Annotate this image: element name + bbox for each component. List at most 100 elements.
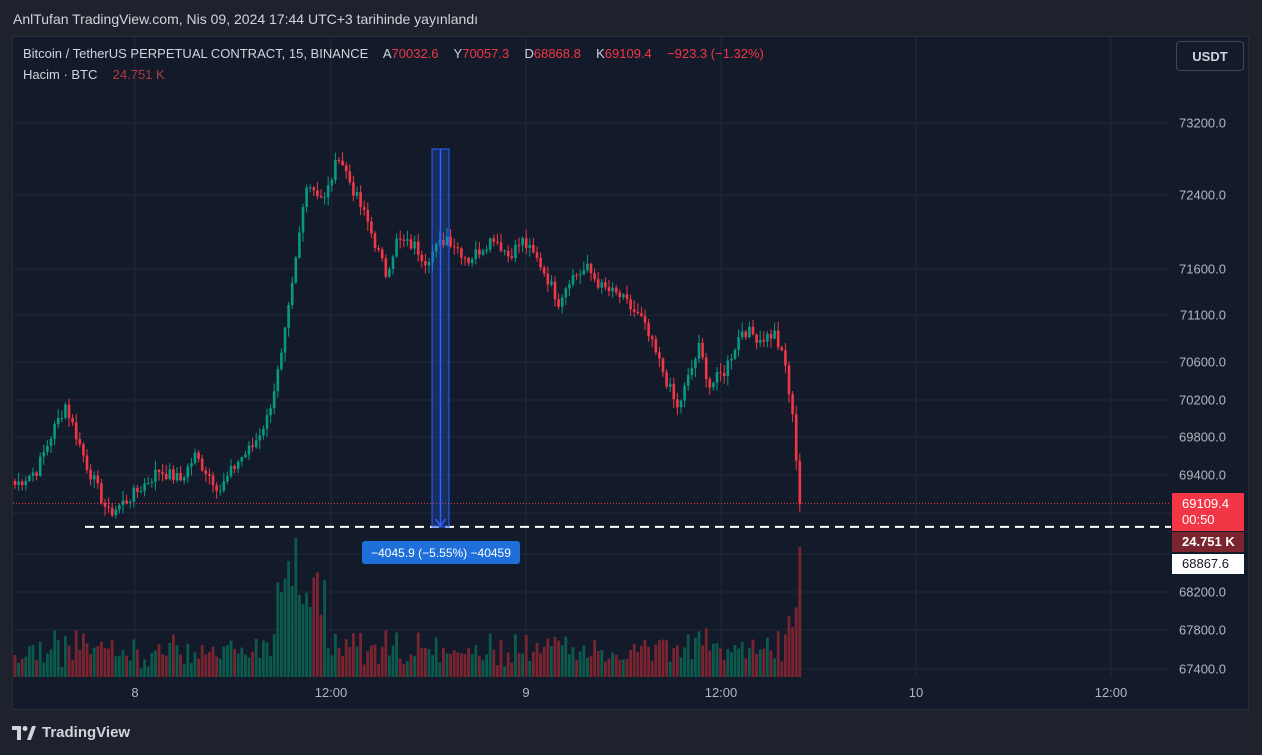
- candle-body: [377, 247, 380, 250]
- candle-body: [78, 439, 82, 445]
- volume-bar: [798, 547, 802, 677]
- volume-bar: [247, 657, 251, 677]
- volume-bar: [355, 646, 359, 677]
- time-tick-label: 12:00: [1094, 685, 1128, 700]
- chart-area[interactable]: Bitcoin / TetherUS PERPETUAL CONTRACT, 1…: [12, 36, 1249, 710]
- volume-bar: [424, 647, 427, 677]
- volume-bar: [488, 633, 492, 677]
- candle-body: [553, 281, 557, 300]
- volume-label[interactable]: Hacim · BTC: [23, 67, 98, 82]
- volume-bar: [787, 616, 791, 677]
- volume-bar: [254, 638, 258, 677]
- candle-body: [668, 384, 672, 387]
- volume-bar: [359, 633, 362, 677]
- candle-body: [636, 311, 640, 314]
- volume-bar: [712, 643, 715, 677]
- candle-body: [557, 299, 560, 307]
- candle-body: [658, 352, 661, 359]
- candle-body: [535, 252, 539, 258]
- candle-body: [107, 506, 110, 508]
- volume-bar: [492, 649, 496, 677]
- volume-bar: [420, 648, 424, 677]
- volume-bar: [211, 646, 215, 677]
- volume-bar: [100, 641, 103, 677]
- candle-body: [38, 456, 42, 476]
- candle-body: [773, 330, 776, 339]
- symbol-name[interactable]: Bitcoin / TetherUS PERPETUAL CONTRACT, 1…: [23, 46, 369, 61]
- volume-bar: [28, 646, 31, 677]
- candle-body: [222, 481, 226, 491]
- currency-button[interactable]: USDT: [1176, 41, 1244, 71]
- volume-bar: [294, 537, 298, 677]
- volume-bar: [442, 647, 445, 677]
- measure-label[interactable]: −4045.9 (−5.55%) −40459: [362, 541, 520, 564]
- volume-bar: [391, 645, 395, 677]
- header-bar: AnlTufan TradingView.com, Nis 09, 2024 1…: [0, 0, 1262, 36]
- candle-body: [236, 461, 240, 469]
- volume-bar: [784, 634, 787, 677]
- price-tick-label: 69400.0: [1179, 467, 1226, 483]
- candle-body: [312, 187, 316, 191]
- volume-bar: [233, 648, 236, 677]
- volume-bar: [629, 650, 632, 677]
- candle-body: [136, 487, 139, 492]
- time-tick-label: 9: [522, 685, 530, 700]
- volume-bar: [758, 649, 762, 677]
- volume-bar: [308, 607, 312, 677]
- volume-bar: [604, 661, 607, 677]
- candle-body: [586, 263, 589, 271]
- volume-bar: [53, 630, 56, 677]
- volume-bar: [280, 592, 283, 677]
- candle-body: [56, 418, 60, 425]
- volume-bar: [344, 639, 348, 677]
- candle-body: [139, 491, 143, 493]
- candle-body: [654, 339, 658, 353]
- volume-bar: [593, 640, 596, 677]
- volume-bar: [438, 662, 442, 677]
- candle-body: [352, 182, 355, 196]
- volume-bar: [672, 648, 676, 677]
- volume-bar: [460, 653, 463, 677]
- volume-bar: [773, 658, 776, 677]
- volume-bar: [298, 594, 301, 677]
- tradingview-logo[interactable]: TradingView: [12, 724, 130, 741]
- candle-body: [733, 349, 737, 359]
- candle-body: [517, 244, 521, 246]
- volume-bar: [697, 631, 701, 677]
- volume-bar: [643, 639, 647, 677]
- volume-bar: [74, 629, 78, 677]
- volume-bar: [546, 638, 550, 677]
- candle-body: [31, 472, 35, 476]
- candle-body: [402, 239, 406, 242]
- volume-bar: [575, 659, 578, 677]
- volume-bar: [704, 628, 708, 677]
- volume-bar: [618, 659, 622, 677]
- volume-bar: [733, 644, 737, 677]
- candle-body: [762, 339, 766, 342]
- candle-body: [211, 475, 215, 486]
- candle-body: [233, 466, 236, 469]
- candle-body: [96, 475, 100, 484]
- candle-body: [143, 483, 146, 492]
- volume-bar: [200, 645, 204, 677]
- volume-bar: [319, 614, 323, 677]
- candle-body: [449, 236, 452, 247]
- candle-body: [492, 238, 496, 242]
- candle-body: [467, 257, 470, 264]
- candle-body: [42, 451, 46, 457]
- volume-bar: [514, 634, 517, 677]
- candle-body: [485, 249, 488, 251]
- candle-body: [204, 470, 208, 474]
- volume-bar: [56, 640, 60, 677]
- candle-body: [89, 469, 92, 480]
- volume-bar: [222, 646, 226, 677]
- candle-body: [82, 444, 85, 456]
- candle-body: [362, 207, 366, 210]
- volume-bar: [323, 579, 326, 677]
- volume-bar: [182, 664, 186, 677]
- volume-bar: [164, 655, 168, 677]
- candle-body: [326, 185, 330, 198]
- candle-body: [524, 238, 528, 248]
- price-chart[interactable]: [13, 37, 1249, 710]
- price-tick-label: 72400.0: [1179, 187, 1226, 203]
